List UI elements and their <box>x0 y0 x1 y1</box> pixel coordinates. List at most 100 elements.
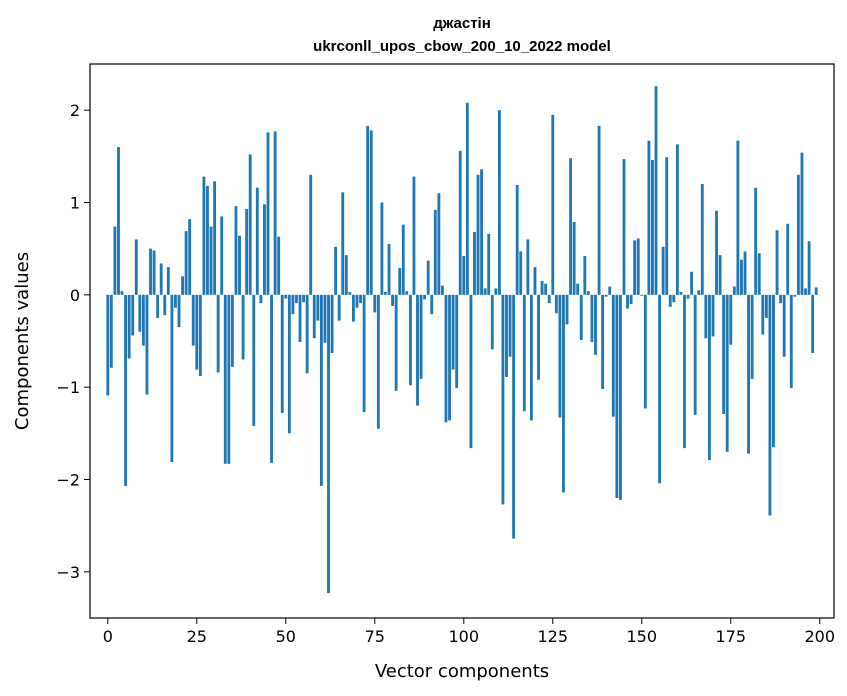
bar-169 <box>707 294 711 461</box>
bar-58 <box>312 294 316 339</box>
bar-45 <box>266 132 270 295</box>
bar-47 <box>273 131 277 295</box>
bar-27 <box>202 176 206 295</box>
bar-48 <box>277 236 281 295</box>
bar-43 <box>259 294 263 304</box>
bar-91 <box>430 294 434 315</box>
bar-76 <box>376 294 380 429</box>
bar-63 <box>330 294 334 353</box>
bar-31 <box>216 294 220 373</box>
bar-176 <box>732 286 736 295</box>
bar-4 <box>120 291 124 295</box>
x-tick-label: 125 <box>538 627 569 646</box>
bar-28 <box>206 185 209 295</box>
bar-70 <box>355 294 359 308</box>
bar-187 <box>772 294 775 448</box>
bar-116 <box>519 251 523 295</box>
bar-96 <box>448 294 451 421</box>
bar-49 <box>280 294 284 414</box>
bar-143 <box>615 294 619 498</box>
bar-29 <box>209 226 213 295</box>
bar-23 <box>188 219 192 295</box>
bar-59 <box>316 294 320 321</box>
bar-67 <box>344 255 348 295</box>
bar-134 <box>583 256 587 295</box>
bar-64 <box>334 246 338 295</box>
x-tick-label: 175 <box>715 627 746 646</box>
bar-5 <box>124 294 128 486</box>
bar-159 <box>672 294 676 303</box>
bar-152 <box>647 140 651 295</box>
bar-182 <box>754 187 758 295</box>
bar-52 <box>291 294 295 315</box>
bar-103 <box>473 232 476 295</box>
bar-86 <box>412 176 416 295</box>
x-tick-label: 200 <box>804 627 835 646</box>
bar-142 <box>611 294 615 417</box>
bar-87 <box>416 294 419 406</box>
y-axis-label: Components values <box>12 252 33 430</box>
bar-15 <box>159 263 163 295</box>
bar-100 <box>462 256 466 295</box>
bar-42 <box>255 187 259 295</box>
bar-126 <box>554 294 558 314</box>
bar-128 <box>562 294 565 493</box>
bar-37 <box>238 235 241 295</box>
bar-39 <box>245 208 249 295</box>
bar-77 <box>380 202 384 295</box>
bar-62 <box>327 294 330 594</box>
bar-35 <box>230 294 234 367</box>
bar-13 <box>152 250 156 295</box>
bar-108 <box>490 294 494 350</box>
bar-60 <box>319 294 323 486</box>
bar-81 <box>394 294 398 391</box>
x-tick-label: 25 <box>187 627 207 646</box>
bar-34 <box>227 294 231 464</box>
bar-22 <box>184 231 188 295</box>
bar-189 <box>779 294 783 304</box>
bar-127 <box>558 294 562 418</box>
bar-98 <box>455 294 459 389</box>
bar-57 <box>309 174 313 295</box>
bar-95 <box>444 294 448 423</box>
bar-0 <box>106 294 110 396</box>
bar-119 <box>529 294 533 421</box>
x-tick-label: 150 <box>626 627 657 646</box>
bar-85 <box>408 294 412 386</box>
bar-10 <box>141 294 145 346</box>
bar-147 <box>629 294 633 305</box>
bar-80 <box>391 294 395 306</box>
bar-155 <box>658 294 661 484</box>
bar-17 <box>166 267 170 295</box>
bar-74 <box>369 130 373 295</box>
bar-150 <box>640 294 644 296</box>
bar-132 <box>576 283 580 295</box>
bar-101 <box>465 102 469 295</box>
bar-9 <box>138 294 142 332</box>
bar-183 <box>757 253 761 295</box>
bar-140 <box>604 294 608 297</box>
y-tick-label: 2 <box>70 101 80 120</box>
bar-68 <box>348 292 352 295</box>
bar-2 <box>113 226 117 295</box>
plot-area-frame <box>89 63 835 619</box>
bar-1 <box>109 294 113 368</box>
bar-158 <box>668 294 672 307</box>
bar-66 <box>341 192 345 295</box>
bar-156 <box>661 246 665 295</box>
bar-191 <box>786 223 790 295</box>
bar-149 <box>636 238 640 295</box>
bar-146 <box>626 294 629 309</box>
bar-94 <box>441 285 444 295</box>
bar-185 <box>764 294 768 318</box>
bar-21 <box>181 276 184 295</box>
bar-12 <box>149 248 152 295</box>
bar-114 <box>512 294 516 539</box>
bar-199 <box>814 287 818 295</box>
bar-82 <box>398 268 402 295</box>
bar-7 <box>131 294 135 336</box>
bar-129 <box>565 294 569 325</box>
bar-90 <box>426 260 430 295</box>
bar-54 <box>298 294 302 342</box>
bar-46 <box>270 294 273 463</box>
